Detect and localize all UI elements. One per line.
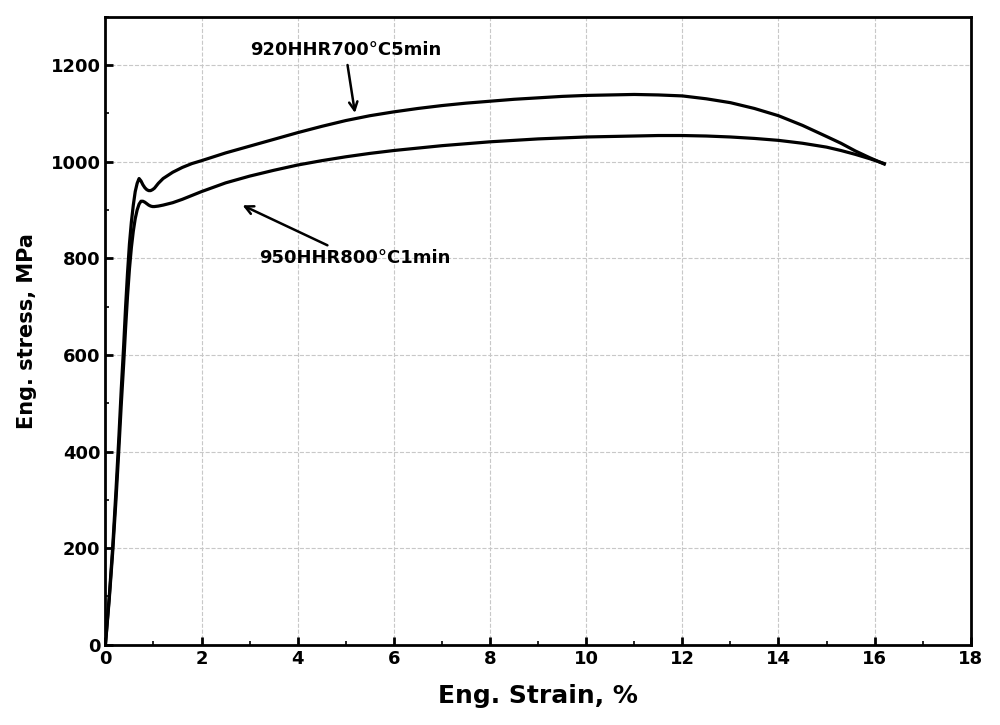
Y-axis label: Eng. stress, MPa: Eng. stress, MPa (17, 233, 37, 428)
X-axis label: Eng. Strain, %: Eng. Strain, % (438, 684, 638, 708)
Text: 920HHR700°C5min: 920HHR700°C5min (250, 41, 441, 110)
Text: 950HHR800°C1min: 950HHR800°C1min (245, 207, 451, 268)
